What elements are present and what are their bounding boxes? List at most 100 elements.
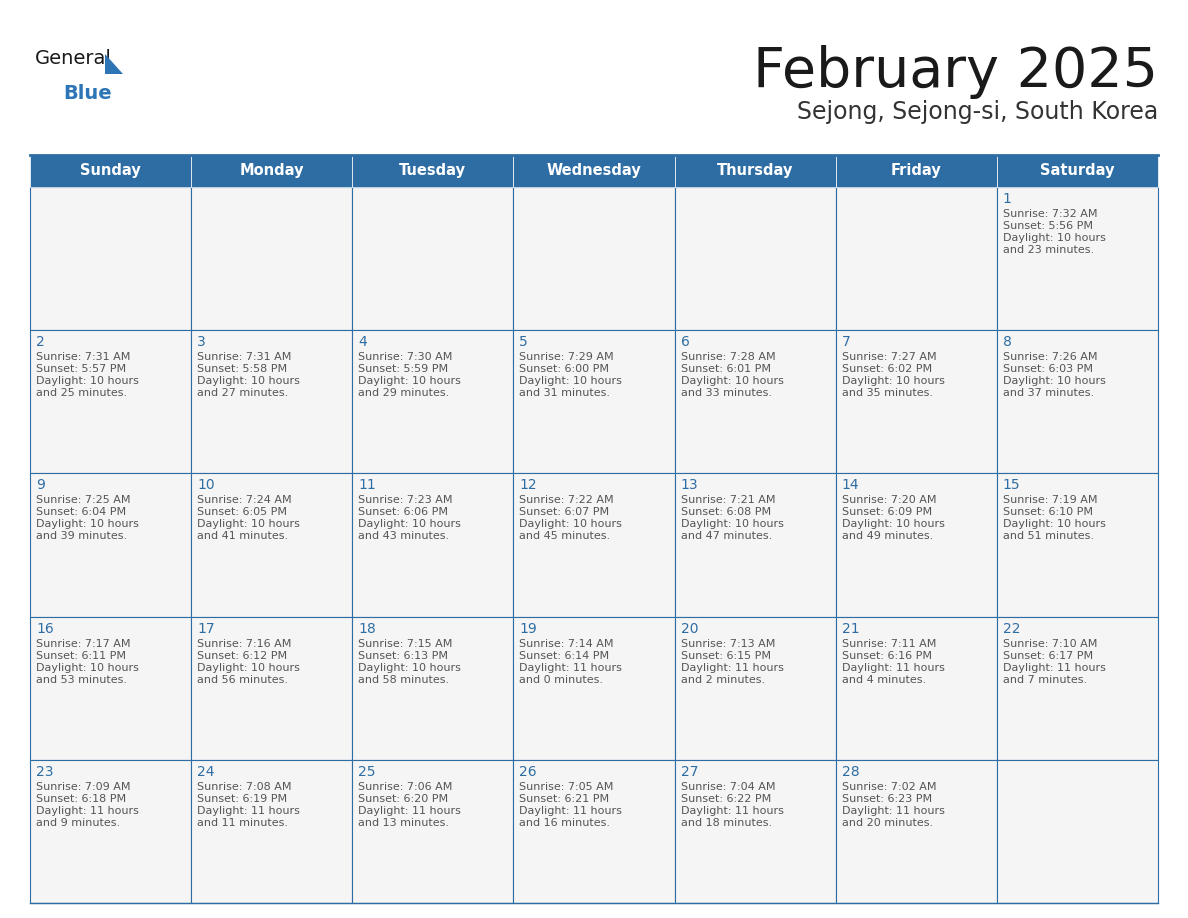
Bar [835,330,997,474]
Text: Daylight: 11 hours: Daylight: 11 hours [1003,663,1106,673]
Text: Sunset: 5:57 PM: Sunset: 5:57 PM [36,364,126,375]
Text: 7: 7 [842,335,851,349]
Text: Sunset: 5:58 PM: Sunset: 5:58 PM [197,364,287,375]
Text: and 51 minutes.: and 51 minutes. [1003,532,1094,542]
Text: and 31 minutes.: and 31 minutes. [519,388,611,398]
Text: Daylight: 10 hours: Daylight: 10 hours [197,520,301,530]
Bar [675,187,835,330]
Bar [191,155,353,187]
Text: and 18 minutes.: and 18 minutes. [681,818,772,828]
Text: Sunset: 6:19 PM: Sunset: 6:19 PM [197,794,287,804]
Text: Daylight: 10 hours: Daylight: 10 hours [359,663,461,673]
Text: Sunset: 6:00 PM: Sunset: 6:00 PM [519,364,609,375]
Bar [513,155,675,187]
Bar [675,760,835,903]
Text: 5: 5 [519,335,529,349]
Text: and 41 minutes.: and 41 minutes. [197,532,289,542]
Text: 12: 12 [519,478,537,492]
Bar [675,474,835,617]
Text: 26: 26 [519,765,537,778]
Text: and 7 minutes.: and 7 minutes. [1003,675,1087,685]
Text: Sunrise: 7:06 AM: Sunrise: 7:06 AM [359,782,453,792]
Bar [675,330,835,474]
Text: Sunset: 6:08 PM: Sunset: 6:08 PM [681,508,771,518]
Text: and 53 minutes.: and 53 minutes. [36,675,127,685]
Bar [30,760,191,903]
Text: Sunset: 6:12 PM: Sunset: 6:12 PM [197,651,287,661]
Text: Monday: Monday [240,163,304,178]
Text: 1: 1 [1003,192,1012,206]
Text: Sunrise: 7:24 AM: Sunrise: 7:24 AM [197,496,292,506]
Text: and 16 minutes.: and 16 minutes. [519,818,611,828]
Text: Sunset: 6:05 PM: Sunset: 6:05 PM [197,508,287,518]
Text: Saturday: Saturday [1041,163,1114,178]
Text: 8: 8 [1003,335,1012,349]
Bar [835,760,997,903]
Bar [997,617,1158,760]
Bar [675,155,835,187]
Text: Sunset: 6:21 PM: Sunset: 6:21 PM [519,794,609,804]
Text: Sunrise: 7:32 AM: Sunrise: 7:32 AM [1003,209,1098,219]
Text: Daylight: 10 hours: Daylight: 10 hours [842,520,944,530]
Text: Sunrise: 7:28 AM: Sunrise: 7:28 AM [681,353,776,363]
Text: Daylight: 10 hours: Daylight: 10 hours [519,376,623,386]
Text: Sunset: 6:01 PM: Sunset: 6:01 PM [681,364,771,375]
Text: 27: 27 [681,765,699,778]
Bar [835,155,997,187]
Text: Daylight: 11 hours: Daylight: 11 hours [842,663,944,673]
Text: 23: 23 [36,765,53,778]
Text: and 35 minutes.: and 35 minutes. [842,388,933,398]
Text: Sunrise: 7:17 AM: Sunrise: 7:17 AM [36,639,131,649]
Text: Daylight: 10 hours: Daylight: 10 hours [36,520,139,530]
Text: and 20 minutes.: and 20 minutes. [842,818,933,828]
Text: 24: 24 [197,765,215,778]
Bar [30,155,191,187]
Text: Sunrise: 7:21 AM: Sunrise: 7:21 AM [681,496,775,506]
Text: and 27 minutes.: and 27 minutes. [197,388,289,398]
Text: Sunset: 6:23 PM: Sunset: 6:23 PM [842,794,931,804]
Bar [191,330,353,474]
Text: Daylight: 11 hours: Daylight: 11 hours [519,663,623,673]
Text: Sunset: 6:18 PM: Sunset: 6:18 PM [36,794,126,804]
Text: Daylight: 11 hours: Daylight: 11 hours [197,806,301,816]
Text: Sunrise: 7:31 AM: Sunrise: 7:31 AM [197,353,291,363]
Text: Sunrise: 7:29 AM: Sunrise: 7:29 AM [519,353,614,363]
Text: Daylight: 11 hours: Daylight: 11 hours [519,806,623,816]
Text: Sunrise: 7:16 AM: Sunrise: 7:16 AM [197,639,291,649]
Text: Sunrise: 7:09 AM: Sunrise: 7:09 AM [36,782,131,792]
Text: and 11 minutes.: and 11 minutes. [197,818,289,828]
Text: and 13 minutes.: and 13 minutes. [359,818,449,828]
Text: Sunrise: 7:19 AM: Sunrise: 7:19 AM [1003,496,1098,506]
Text: Sunrise: 7:08 AM: Sunrise: 7:08 AM [197,782,291,792]
Text: Daylight: 10 hours: Daylight: 10 hours [1003,376,1106,386]
Text: Sunset: 6:07 PM: Sunset: 6:07 PM [519,508,609,518]
Bar [191,474,353,617]
Text: and 56 minutes.: and 56 minutes. [197,675,289,685]
Text: 10: 10 [197,478,215,492]
Bar [191,617,353,760]
Text: and 49 minutes.: and 49 minutes. [842,532,933,542]
Text: 2: 2 [36,335,45,349]
Text: Sunset: 6:14 PM: Sunset: 6:14 PM [519,651,609,661]
Text: Sunrise: 7:26 AM: Sunrise: 7:26 AM [1003,353,1098,363]
Text: Sunset: 6:11 PM: Sunset: 6:11 PM [36,651,126,661]
Bar [513,187,675,330]
Text: Sunrise: 7:30 AM: Sunrise: 7:30 AM [359,353,453,363]
Bar [997,330,1158,474]
Bar [997,187,1158,330]
Text: Sunset: 6:03 PM: Sunset: 6:03 PM [1003,364,1093,375]
Polygon shape [105,54,124,74]
Text: Daylight: 10 hours: Daylight: 10 hours [359,520,461,530]
Text: Sunset: 6:10 PM: Sunset: 6:10 PM [1003,508,1093,518]
Text: 13: 13 [681,478,699,492]
Bar [997,474,1158,617]
Text: 11: 11 [359,478,377,492]
Text: 16: 16 [36,621,53,635]
Text: Daylight: 11 hours: Daylight: 11 hours [359,806,461,816]
Text: 25: 25 [359,765,375,778]
Bar [513,760,675,903]
Text: 22: 22 [1003,621,1020,635]
Text: Sunset: 6:04 PM: Sunset: 6:04 PM [36,508,126,518]
Text: Sunrise: 7:27 AM: Sunrise: 7:27 AM [842,353,936,363]
Text: 20: 20 [681,621,699,635]
